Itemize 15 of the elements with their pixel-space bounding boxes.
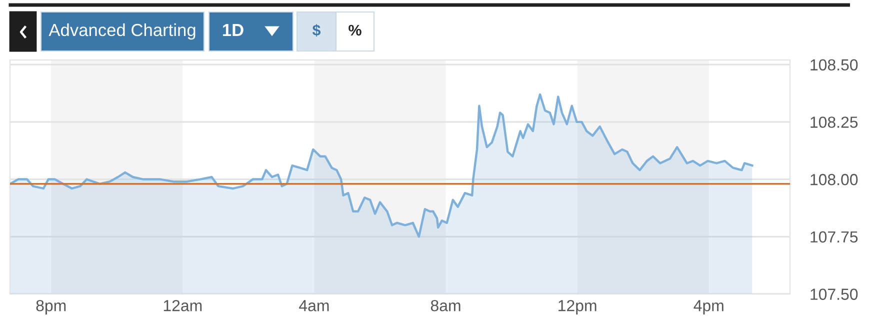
x-tick-label: 8am (430, 300, 460, 312)
x-tick-label: 4am (299, 300, 329, 312)
text: 1D (222, 24, 244, 36)
x-tick-label: 12pm (558, 300, 596, 314)
y-tick-label: 107.75 (810, 231, 858, 243)
text: % (348, 24, 362, 36)
text: $ (312, 24, 321, 37)
y-tick-label: 107.50 (810, 288, 858, 300)
x-tick-label: 4pm (694, 300, 724, 314)
y-tick-label: 108.00 (810, 174, 858, 186)
y-tick-label: 108.25 (810, 116, 858, 128)
text: Advanced Charting (48, 23, 196, 40)
x-tick-label: 12am (164, 300, 202, 312)
x-tick-label: 8pm (36, 300, 66, 314)
y-tick-label: 108.50 (810, 59, 858, 71)
